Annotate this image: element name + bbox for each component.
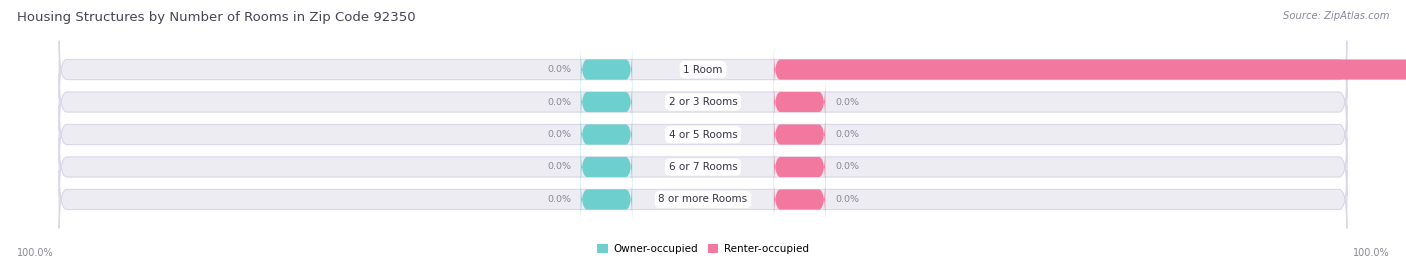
FancyBboxPatch shape	[59, 138, 1347, 196]
Text: 0.0%: 0.0%	[835, 162, 859, 171]
Text: 100.0%: 100.0%	[1353, 248, 1389, 258]
FancyBboxPatch shape	[581, 144, 633, 189]
Text: Source: ZipAtlas.com: Source: ZipAtlas.com	[1282, 11, 1389, 21]
FancyBboxPatch shape	[59, 171, 1347, 228]
Text: 0.0%: 0.0%	[547, 98, 571, 107]
FancyBboxPatch shape	[59, 41, 1347, 98]
Text: 2 or 3 Rooms: 2 or 3 Rooms	[669, 97, 737, 107]
Legend: Owner-occupied, Renter-occupied: Owner-occupied, Renter-occupied	[593, 240, 813, 259]
Text: 0.0%: 0.0%	[547, 130, 571, 139]
Text: 8 or more Rooms: 8 or more Rooms	[658, 194, 748, 204]
FancyBboxPatch shape	[581, 177, 633, 222]
Text: 1 Room: 1 Room	[683, 65, 723, 75]
Text: 0.0%: 0.0%	[835, 98, 859, 107]
Text: Housing Structures by Number of Rooms in Zip Code 92350: Housing Structures by Number of Rooms in…	[17, 11, 416, 24]
Text: 0.0%: 0.0%	[835, 195, 859, 204]
FancyBboxPatch shape	[59, 106, 1347, 163]
FancyBboxPatch shape	[773, 177, 825, 222]
Text: 0.0%: 0.0%	[835, 130, 859, 139]
Text: 4 or 5 Rooms: 4 or 5 Rooms	[669, 129, 737, 140]
Text: 6 or 7 Rooms: 6 or 7 Rooms	[669, 162, 737, 172]
FancyBboxPatch shape	[581, 47, 633, 92]
FancyBboxPatch shape	[773, 112, 825, 157]
Text: 0.0%: 0.0%	[547, 65, 571, 74]
Text: 0.0%: 0.0%	[547, 195, 571, 204]
Text: 100.0%: 100.0%	[17, 248, 53, 258]
FancyBboxPatch shape	[59, 73, 1347, 131]
FancyBboxPatch shape	[773, 144, 825, 189]
FancyBboxPatch shape	[773, 80, 825, 125]
FancyBboxPatch shape	[581, 112, 633, 157]
Text: 0.0%: 0.0%	[547, 162, 571, 171]
FancyBboxPatch shape	[581, 80, 633, 125]
FancyBboxPatch shape	[773, 47, 1406, 92]
